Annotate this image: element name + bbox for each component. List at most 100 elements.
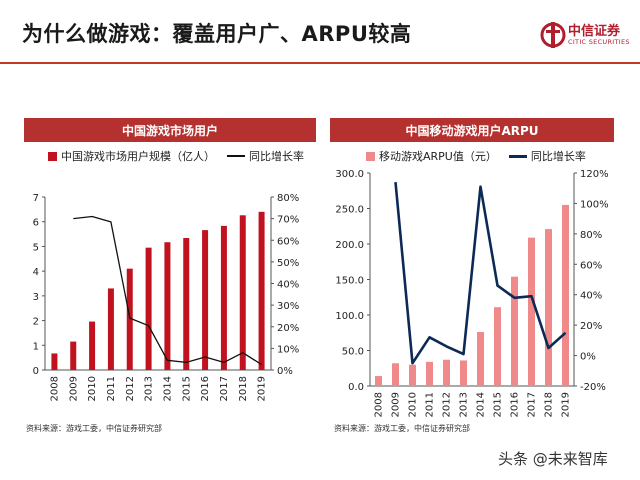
x-tick-label: 2011 (106, 376, 117, 401)
left-legend: 中国游戏市场用户规模（亿人） 同比增长率 (48, 148, 304, 164)
header-rule (0, 62, 640, 64)
left-tick-label: 300.0 (335, 170, 364, 180)
legend-bar-label: 中国游戏市场用户规模（亿人） (61, 150, 215, 163)
x-tick-label: 2017 (527, 392, 538, 417)
bar (494, 307, 501, 386)
right-tick-label: 20% (277, 323, 299, 334)
bar (375, 376, 382, 386)
bar (409, 364, 416, 386)
left-tick-label: 4 (33, 267, 39, 278)
bar (239, 215, 246, 370)
x-tick-label: 2008 (374, 392, 385, 417)
bar (220, 225, 227, 370)
legend-line-label: 同比增长率 (530, 150, 586, 163)
left-tick-label: 2 (33, 317, 39, 328)
bar (528, 237, 535, 386)
bar (51, 353, 58, 370)
x-tick-label: 2016 (510, 392, 521, 417)
right-tick-label: 60% (580, 260, 602, 271)
bar (70, 341, 77, 370)
bar (202, 230, 209, 370)
left-tick-label: 0 (33, 366, 39, 377)
page-title: 为什么做游戏：覆盖用户广、ARPU较高 (22, 22, 412, 46)
x-tick-label: 2018 (544, 392, 555, 417)
bar (477, 332, 484, 386)
left-tick-label: 100.0 (335, 311, 364, 322)
x-tick-label: 2014 (162, 376, 173, 401)
right-tick-label: 30% (277, 301, 299, 312)
left-tick-label: 0.0 (348, 382, 364, 393)
x-tick-label: 2015 (181, 376, 192, 401)
right-chart: 0.0 50.0 100.0 150.0 200.0 250.0 300.0 -20% 0% 20… (335, 170, 609, 417)
legend-line-label: 同比增长率 (249, 150, 304, 163)
left-tick-label: 6 (33, 218, 39, 229)
bar (89, 321, 96, 370)
left-tick-label: 250.0 (335, 205, 364, 216)
right-tick-label: 0% (580, 352, 596, 363)
right-tick-label: 40% (277, 280, 299, 291)
x-tick-label: 2019 (257, 376, 268, 401)
bar (460, 360, 467, 386)
left-tick-label: 7 (33, 193, 39, 204)
left-tick-label: 5 (33, 242, 39, 253)
right-tick-label: 120% (580, 170, 609, 180)
right-tick-label: 80% (580, 230, 602, 241)
left-source: 资料来源：游戏工委，中信证券研究部 (26, 424, 162, 433)
x-tick-label: 2012 (442, 392, 453, 417)
legend-bar-swatch (48, 151, 57, 161)
left-tick-label: 3 (33, 292, 39, 303)
x-tick-label: 2009 (391, 392, 402, 417)
x-tick-label: 2018 (238, 376, 249, 401)
legend-line-swatch (508, 154, 527, 158)
logo-text-cn: 中信证券 (568, 24, 621, 39)
bar (145, 247, 152, 370)
right-tick-label: 20% (580, 321, 602, 332)
bar (562, 204, 569, 386)
bar (443, 359, 450, 386)
right-panel-title: 中国移动游戏用户ARPU (330, 118, 614, 142)
bar (511, 276, 518, 386)
logo-emblem-icon (540, 22, 566, 48)
right-tick-label: 50% (277, 258, 299, 269)
bar (107, 288, 114, 370)
bar (183, 238, 190, 370)
x-tick-label: 2013 (459, 392, 470, 417)
x-tick-label: 2008 (49, 376, 60, 401)
x-tick-label: 2011 (425, 392, 436, 417)
legend-bar-label: 移动游戏ARPU值（元） (379, 150, 497, 163)
right-tick-label: 10% (277, 344, 299, 355)
left-tick-label: 50.0 (342, 347, 364, 358)
legend-line-swatch (227, 155, 245, 157)
right-tick-label: 60% (277, 236, 299, 247)
x-tick-label: 2009 (68, 376, 79, 401)
bar (164, 242, 171, 370)
right-legend: 移动游戏ARPU值（元） 同比增长率 (366, 148, 586, 164)
watermark: 头条 @未来智库 (498, 450, 608, 468)
x-tick-label: 2010 (408, 392, 419, 417)
right-tick-label: 40% (580, 291, 602, 302)
left-tick-label: 150.0 (335, 276, 364, 287)
x-tick-label: 2017 (219, 376, 230, 401)
left-tick-label: 200.0 (335, 240, 364, 251)
bar (126, 268, 133, 370)
x-tick-label: 2013 (144, 376, 155, 401)
x-tick-label: 2010 (87, 376, 98, 401)
right-tick-label: -20% (580, 382, 606, 393)
bar (258, 211, 265, 370)
x-tick-label: 2015 (493, 392, 504, 417)
bar (426, 361, 433, 386)
right-tick-label: 80% (277, 193, 299, 204)
right-tick-label: 70% (277, 215, 299, 226)
logo-text-en: CITIC SECURITIES (568, 38, 630, 46)
right-source: 资料来源：游戏工委，中信证券研究部 (334, 424, 470, 433)
legend-bar-swatch (366, 151, 375, 161)
bar (545, 229, 552, 386)
x-tick-label: 2014 (476, 392, 487, 417)
right-tick-label: 0% (277, 366, 293, 377)
right-tick-label: 100% (580, 199, 609, 210)
x-tick-label: 2019 (561, 392, 572, 417)
x-tick-label: 2012 (125, 376, 136, 401)
left-tick-label: 1 (33, 341, 39, 352)
x-tick-label: 2016 (200, 376, 211, 401)
